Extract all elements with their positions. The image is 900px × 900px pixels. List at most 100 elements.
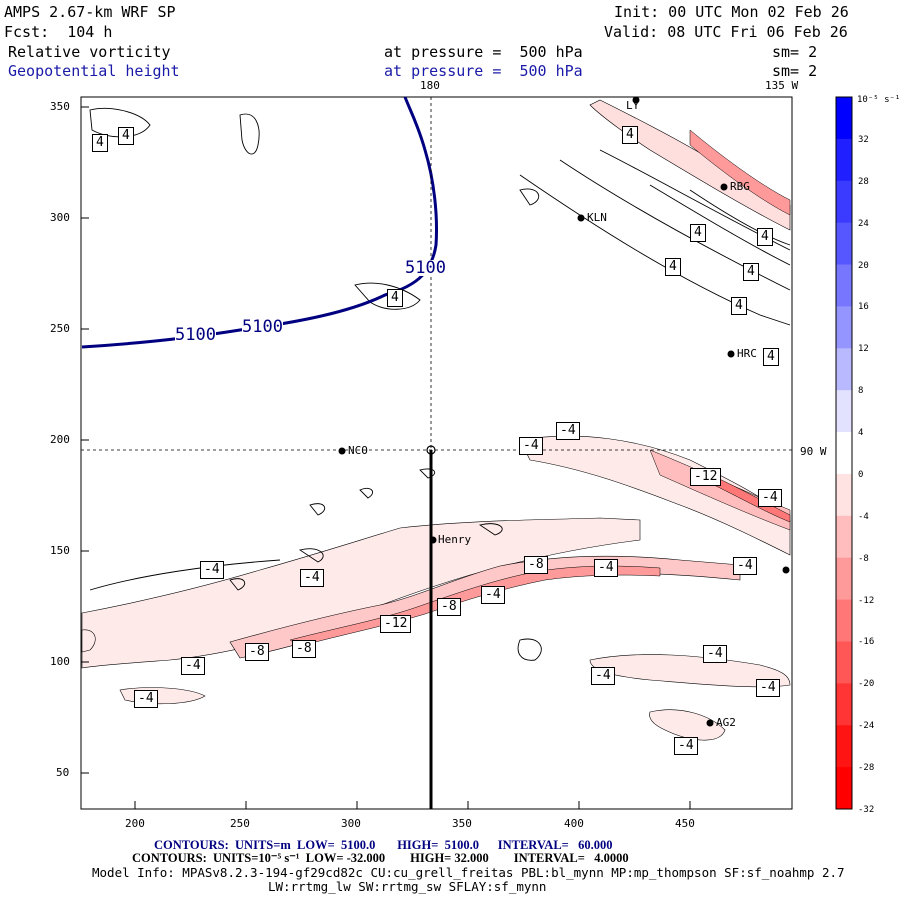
vort-label: 4	[690, 224, 706, 242]
colorbar-swatch	[836, 557, 852, 601]
colorbar-label: 12	[858, 344, 869, 355]
x-tick-350: 350	[452, 817, 472, 830]
station-nco: NCO	[348, 444, 368, 457]
vort-label: -4	[756, 679, 780, 697]
colorbar-label: -28	[858, 763, 875, 774]
vort-label: 4	[731, 297, 747, 315]
field1-smoothing: sm= 2	[772, 43, 818, 61]
negative-vorticity-fills	[81, 99, 791, 741]
field2-pressure: at pressure = 500 hPa	[384, 62, 583, 80]
vort-label: -4	[200, 561, 224, 579]
x-tick-300: 300	[341, 817, 361, 830]
station-rbg: RBG	[730, 180, 750, 193]
colorbar-label: -4	[858, 511, 869, 522]
vort-label: -4	[481, 586, 505, 604]
vort-label: -4	[594, 559, 618, 577]
lat-90w-label: 90 W	[800, 445, 827, 458]
colorbar-swatch	[836, 264, 852, 307]
colorbar-label: 28	[858, 176, 869, 187]
height-contour-info: CONTOURS: UNITS=m LOW= 5100.0 HIGH= 5100…	[154, 838, 613, 852]
colorbar-label: 16	[858, 302, 869, 313]
vort-label: 4	[757, 228, 773, 246]
station-dots	[338, 96, 790, 727]
axis-ticks	[81, 106, 691, 809]
y-tick-150: 150	[50, 544, 70, 557]
colorbar-swatch	[836, 138, 852, 182]
model-info-line1: Model Info: MPASv8.2.3-194-gf29cd82c CU:…	[92, 865, 845, 880]
lon-135w-label: 135 W	[765, 79, 799, 92]
station-ag2: AG2	[716, 716, 736, 729]
x-tick-450: 450	[675, 817, 695, 830]
colorbar-label: 8	[858, 386, 864, 397]
station-kln: KLN	[587, 211, 607, 224]
vort-label: -4	[556, 422, 580, 440]
colorbar-swatch	[836, 222, 852, 266]
colorbar	[835, 96, 853, 810]
x-tick-400: 400	[564, 817, 584, 830]
colorbar-swatch	[836, 725, 852, 768]
model-title: AMPS 2.67-km WRF SP	[4, 3, 176, 21]
colorbar-label: 24	[858, 218, 869, 229]
colorbar-label: -24	[858, 721, 875, 732]
colorbar-swatch	[836, 515, 852, 559]
x-tick-250: 250	[230, 817, 250, 830]
vort-label: -4	[300, 569, 324, 587]
x-tick-200: 200	[125, 817, 145, 830]
vort-label: -4	[733, 557, 757, 575]
colorbar-swatch	[836, 599, 852, 642]
colorbar-swatch	[836, 473, 852, 517]
lon-180-label: 180	[420, 79, 440, 92]
vort-label: 4	[763, 348, 779, 366]
colorbar-label: 20	[858, 260, 869, 271]
valid-time: Valid: 08 UTC Fri 06 Feb 26	[604, 23, 848, 41]
colorbar-swatch	[836, 390, 852, 433]
colorbar-label: -12	[858, 595, 875, 606]
vort-label: -4	[134, 690, 158, 708]
colorbar-label: -32	[858, 805, 875, 815]
colorbar-unit: 10⁻⁵ s⁻¹	[857, 95, 900, 105]
pole-marker	[426, 445, 436, 455]
colorbar-label: 32	[858, 134, 869, 145]
vort-label: -8	[292, 640, 316, 658]
colorbar-swatch	[836, 306, 852, 349]
vort-label: -8	[437, 598, 461, 616]
colorbar-swatch	[836, 767, 852, 810]
vort-label: 4	[387, 289, 403, 307]
vort-label: -12	[690, 468, 722, 486]
vort-label: -4	[519, 437, 543, 455]
y-tick-200: 200	[50, 433, 70, 446]
vort-label: 4	[118, 127, 134, 145]
vort-label: 4	[743, 263, 759, 281]
height-label: 5100	[242, 317, 283, 337]
colorbar-swatch	[836, 432, 852, 475]
y-tick-50: 50	[56, 766, 70, 779]
y-tick-300: 300	[50, 211, 70, 224]
field2-smoothing: sm= 2	[772, 62, 818, 80]
vort-label: 4	[622, 126, 638, 144]
forecast-hour: Fcst: 104 h	[4, 23, 113, 41]
vorticity-contour-info: CONTOURS: UNITS=10⁻⁵ s⁻¹ LOW= -32.000 HI…	[132, 851, 629, 865]
vort-label: -4	[758, 489, 782, 507]
vort-label: 4	[665, 258, 681, 276]
colorbar-label: -20	[858, 679, 875, 690]
vort-label: -4	[674, 737, 698, 755]
station-henry: Henry	[438, 533, 472, 546]
field2-name: Geopotential height	[8, 62, 180, 80]
colorbar-label: 0	[858, 469, 864, 480]
y-tick-250: 250	[50, 322, 70, 335]
field1-name: Relative vorticity	[8, 43, 171, 61]
colorbar-swatch	[836, 180, 852, 224]
station-hrc: HRC	[737, 347, 757, 360]
vort-label: 4	[92, 134, 108, 152]
colorbar-label: -8	[858, 553, 869, 564]
colorbar-swatch	[836, 348, 852, 391]
colorbar-swatch	[836, 683, 852, 726]
colorbar-swatch	[836, 641, 852, 684]
vort-label: -12	[380, 615, 412, 633]
height-label: 5100	[405, 258, 446, 278]
height-label: 5100	[175, 325, 216, 345]
colorbar-swatch	[836, 97, 852, 140]
colorbar-label: 4	[858, 428, 864, 439]
init-time: Init: 00 UTC Mon 02 Feb 26	[614, 3, 849, 21]
